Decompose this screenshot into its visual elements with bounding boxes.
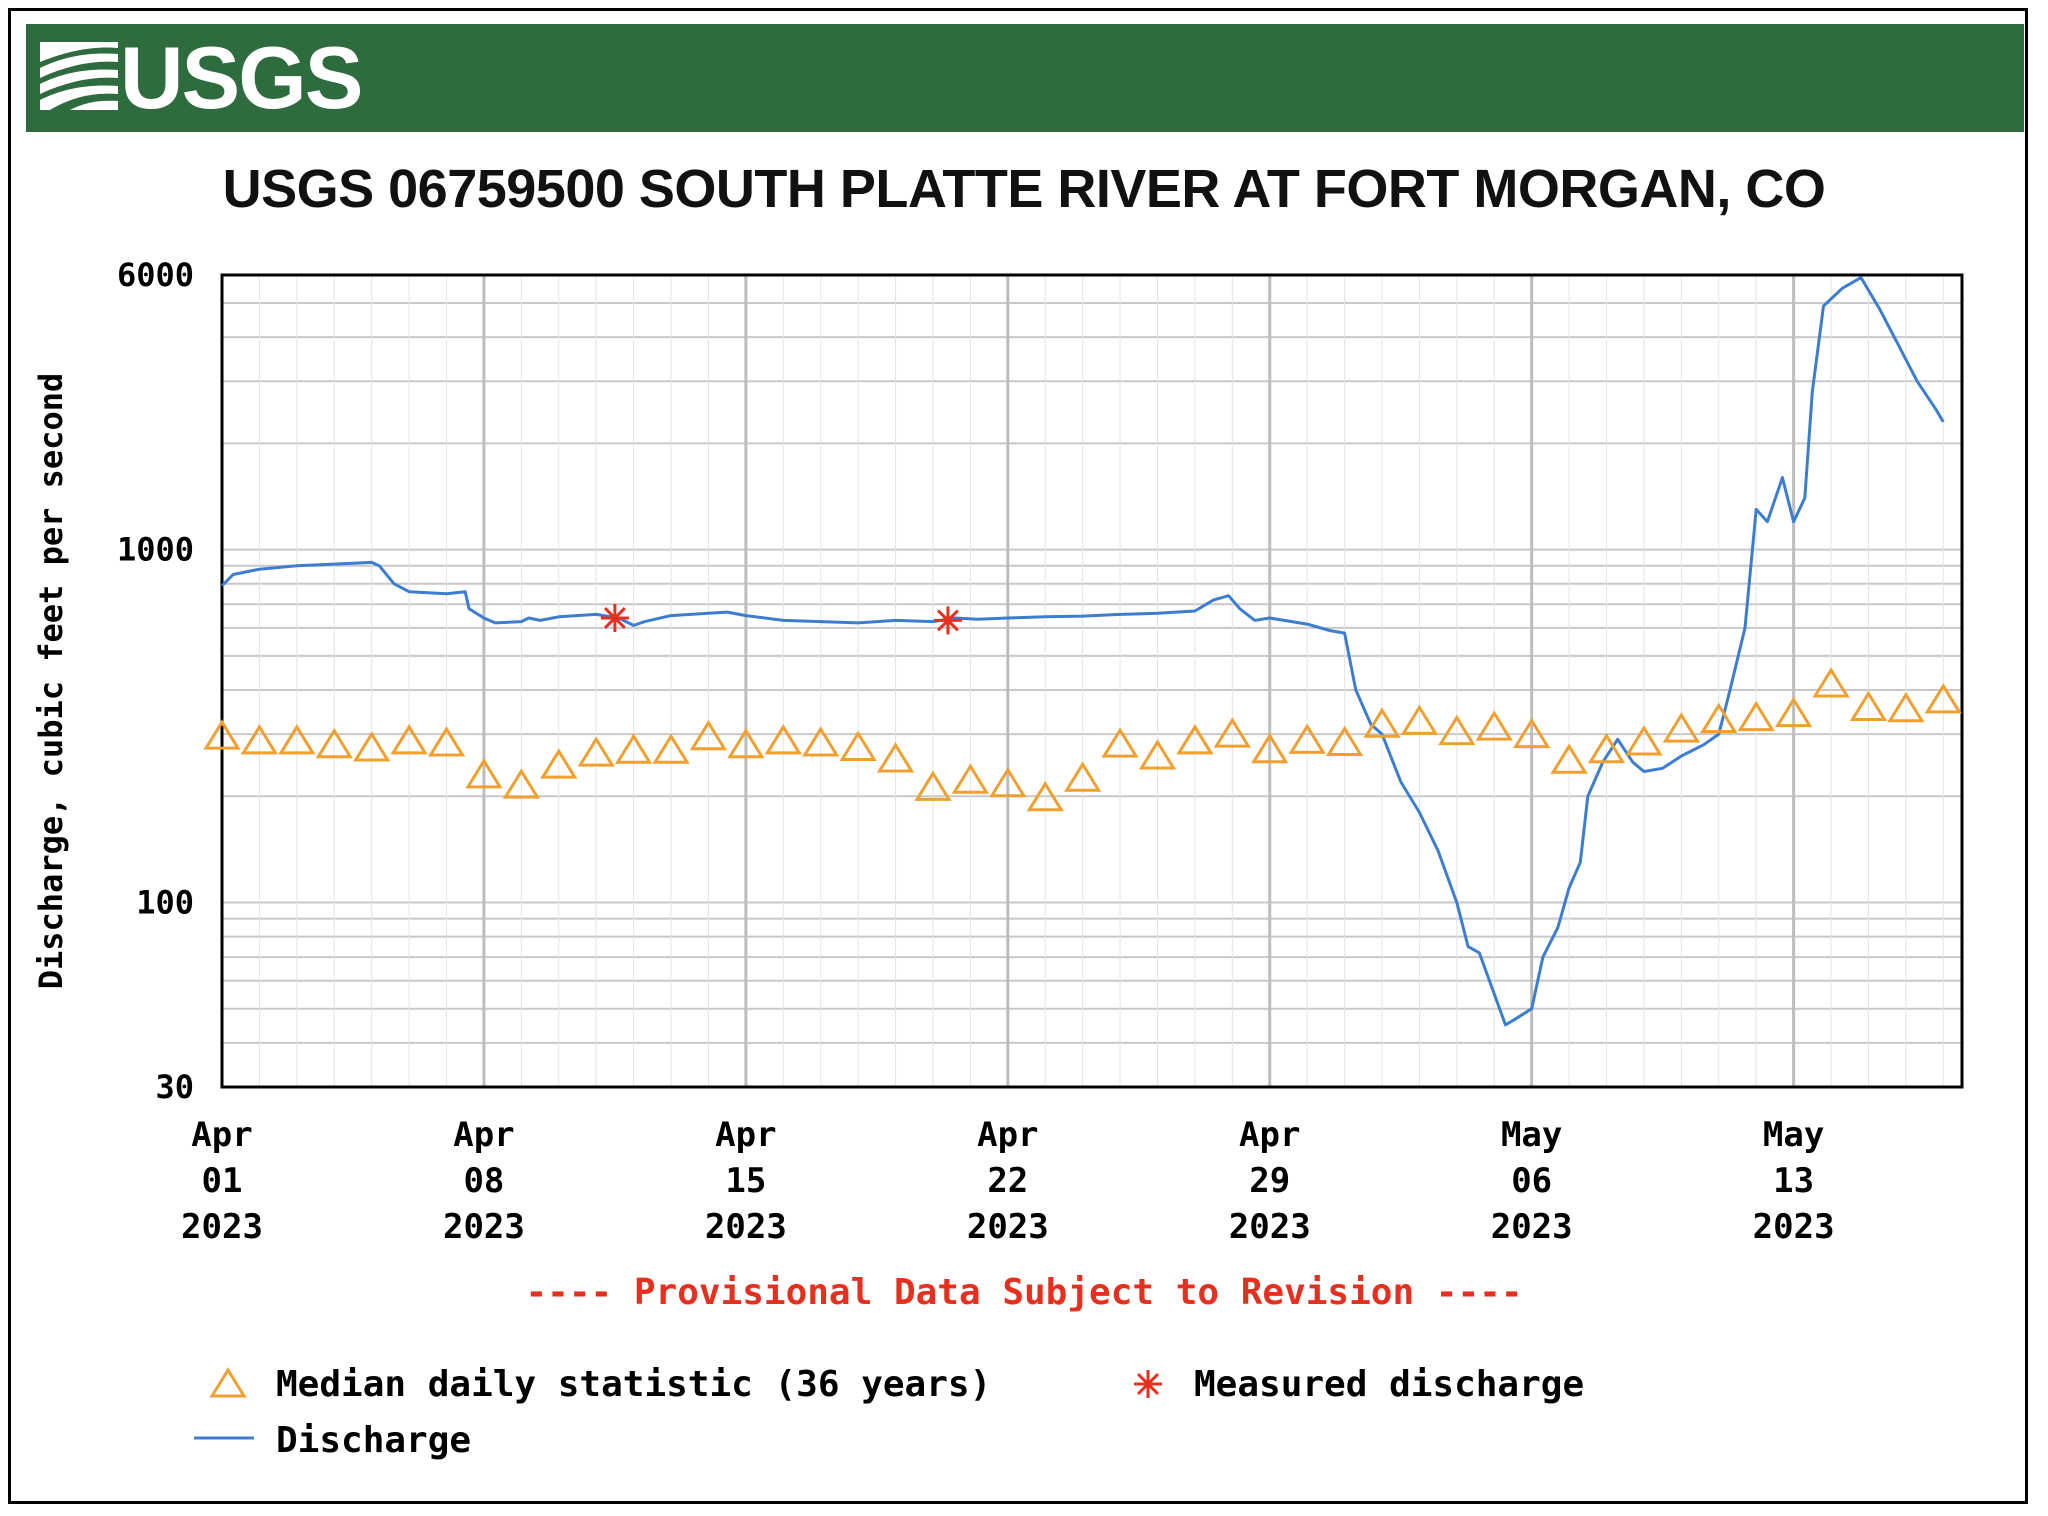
x-tick-label: 2023 (1753, 1207, 1835, 1247)
median-triangle-marker (1512, 717, 1551, 749)
median-triangle-marker (614, 733, 653, 764)
median-triangle-marker (1849, 690, 1888, 721)
median-triangle-marker (1774, 696, 1813, 728)
x-tick-label: Apr (191, 1115, 252, 1155)
measured-discharge-marker (600, 603, 629, 632)
x-tick-label: Apr (977, 1115, 1038, 1155)
median-triangle-marker (540, 748, 578, 779)
median-triangle-marker (839, 730, 877, 761)
x-tick-label: 08 (463, 1161, 504, 1201)
median-triangle-marker (764, 724, 802, 755)
median-triangle-marker (1176, 724, 1214, 755)
legend-label-discharge: Discharge (276, 1420, 471, 1461)
median-triangle-marker (1924, 683, 1962, 714)
x-tick-label: 2023 (443, 1207, 525, 1247)
usgs-banner: USGS (26, 24, 2024, 132)
x-tick-label: 06 (1511, 1161, 1552, 1201)
x-tick-label: 13 (1773, 1161, 1814, 1201)
median-triangle-marker (1138, 739, 1177, 770)
usgs-logo-text: USGS (120, 28, 363, 127)
median-triangle-marker (1737, 700, 1775, 732)
chart-title: USGS 06759500 SOUTH PLATTE RIVER AT FORT… (222, 159, 1826, 219)
median-triangle-marker (1026, 780, 1064, 812)
y-axis-label: Discharge, cubic feet per second (32, 373, 70, 990)
legend-label-measured: Measured discharge (1194, 1364, 1584, 1405)
legend-label-median: Median daily statistic (36 years) (276, 1364, 991, 1405)
median-triangle-marker (1475, 710, 1513, 741)
x-tick-label: 29 (1249, 1161, 1290, 1201)
usgs-logo-icon (40, 42, 118, 110)
median-triangle-marker (427, 726, 466, 757)
median-triangle-marker (465, 757, 503, 789)
median-triangle-marker (1101, 727, 1139, 758)
legend-triangle-icon (209, 1367, 247, 1398)
median-triangle-marker (1251, 732, 1289, 764)
x-tick-label: May (1763, 1115, 1824, 1155)
median-triangle-marker (876, 742, 915, 773)
x-tick-label: 2023 (967, 1207, 1049, 1247)
provisional-notice: ---- Provisional Data Subject to Revisio… (526, 1272, 1523, 1313)
median-triangle-marker (1438, 714, 1476, 746)
median-triangle-marker (1063, 761, 1102, 792)
x-tick-label: 01 (202, 1161, 243, 1201)
plot-border (220, 273, 1964, 1089)
plot-area (222, 275, 1962, 1087)
median-triangle-marker (278, 724, 316, 755)
x-tick-label: 2023 (181, 1207, 263, 1247)
median-triangle-marker (352, 731, 391, 762)
median-triangle-marker (689, 719, 728, 751)
median-triangle-marker (1662, 712, 1701, 743)
median-triangle-marker (1625, 725, 1663, 756)
median-triangle-marker (1363, 707, 1401, 738)
median-triangle-marker (1700, 702, 1738, 734)
x-tick-label: 2023 (1491, 1207, 1573, 1247)
median-triangle-marker (1812, 667, 1850, 698)
measured-discharge-marker (933, 606, 962, 635)
x-tick-label: 15 (725, 1161, 766, 1201)
median-triangle-marker (1550, 743, 1588, 774)
median-triangle-marker (502, 768, 541, 799)
median-triangle-marker (390, 724, 428, 755)
y-tick-label: 1000 (117, 531, 194, 569)
x-tick-label: 2023 (1229, 1207, 1311, 1247)
x-tick-label: Apr (715, 1115, 776, 1155)
median-triangle-marker (652, 733, 690, 764)
x-tick-label: 22 (987, 1161, 1028, 1201)
median-triangle-marker (951, 763, 990, 794)
discharge-line (220, 276, 1945, 1027)
median-triangle-marker (727, 727, 765, 759)
x-tick-label: Apr (1239, 1115, 1300, 1155)
median-triangle-marker (203, 719, 241, 750)
y-tick-label: 100 (136, 883, 194, 921)
legend-star-icon (1134, 1370, 1162, 1398)
median-triangle-marker (1213, 717, 1252, 748)
y-tick-label: 6000 (117, 256, 194, 294)
median-triangle-marker (577, 736, 615, 767)
median-triangle-marker (914, 770, 952, 801)
median-triangle-marker (1325, 725, 1364, 757)
median-triangle-marker (1288, 723, 1326, 754)
median-triangle-marker (989, 766, 1027, 798)
y-tick-label: 30 (155, 1068, 194, 1106)
median-triangle-marker (1587, 732, 1626, 764)
median-triangle-marker (1887, 691, 1925, 723)
x-tick-label: 2023 (705, 1207, 787, 1247)
x-tick-label: May (1501, 1115, 1562, 1155)
median-triangle-marker (315, 727, 353, 759)
median-triangle-marker (1400, 704, 1439, 735)
x-tick-label: Apr (453, 1115, 514, 1155)
median-triangle-marker (240, 724, 279, 755)
median-triangle-marker (802, 726, 840, 757)
